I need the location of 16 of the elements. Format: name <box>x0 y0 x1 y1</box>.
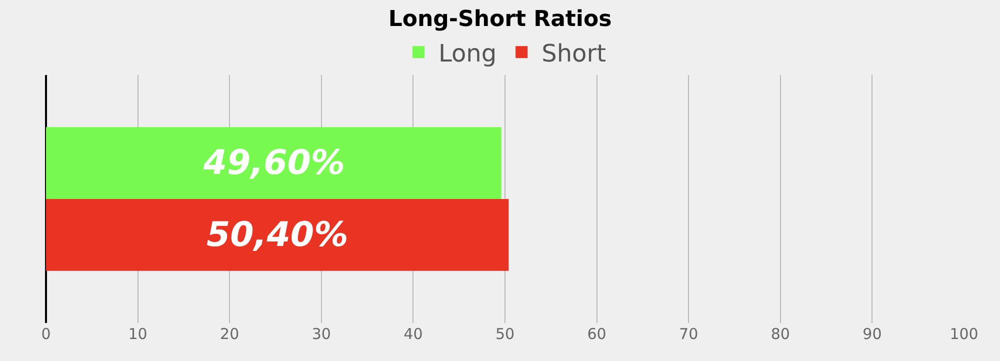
x-tick-label: 100 <box>950 325 978 343</box>
x-tick-label: 90 <box>862 325 882 343</box>
x-tick-label: 30 <box>312 325 331 343</box>
data-label: 50,40% <box>206 214 348 255</box>
x-tick-label: 70 <box>679 325 698 343</box>
data-label: 49,60% <box>202 143 345 184</box>
x-tick-label: 60 <box>587 325 606 343</box>
x-tick-label: 0 <box>41 325 51 343</box>
x-tick-label: 40 <box>404 325 423 343</box>
chart-title: Long-Short Ratios <box>388 7 612 32</box>
legend-label: Long <box>438 39 497 68</box>
x-tick-label: 80 <box>770 325 790 343</box>
x-tick-label: 50 <box>495 325 515 343</box>
x-tick-label: 20 <box>220 325 240 343</box>
legend-label: Short <box>542 39 606 68</box>
x-tick-label: 10 <box>128 325 148 343</box>
